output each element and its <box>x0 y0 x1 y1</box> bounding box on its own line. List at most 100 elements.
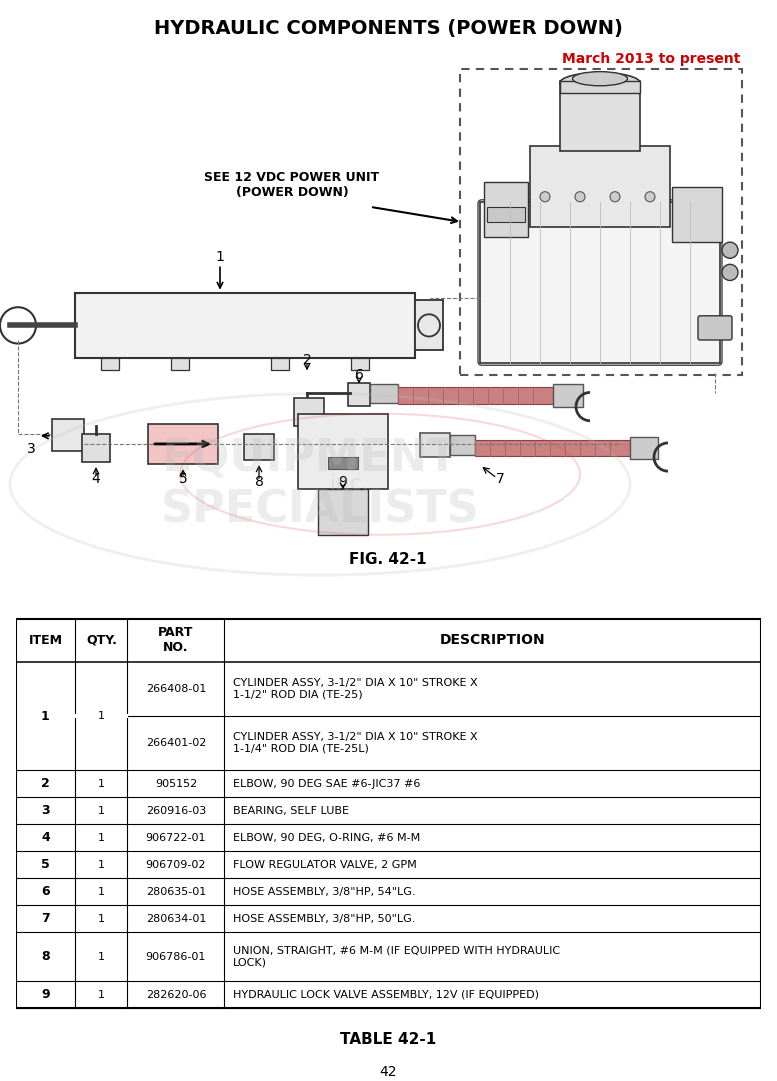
Text: 4: 4 <box>41 831 50 844</box>
Text: 1: 1 <box>98 859 105 870</box>
Bar <box>348 384 370 405</box>
Text: 5: 5 <box>41 858 50 871</box>
Circle shape <box>575 191 585 202</box>
Text: 1: 1 <box>98 805 105 816</box>
Text: SPECIALISTS: SPECIALISTS <box>161 488 479 531</box>
Text: HOSE ASSEMBLY, 3/8"HP, 54"LG.: HOSE ASSEMBLY, 3/8"HP, 54"LG. <box>233 886 416 897</box>
Bar <box>560 81 640 93</box>
Bar <box>475 440 630 456</box>
Bar <box>450 435 475 455</box>
Bar <box>553 385 583 406</box>
Circle shape <box>645 191 655 202</box>
Text: FIG. 42-1: FIG. 42-1 <box>349 552 427 568</box>
Text: QTY.: QTY. <box>86 633 117 648</box>
Bar <box>75 293 415 358</box>
Text: BEARING, SELF LUBE: BEARING, SELF LUBE <box>233 805 350 816</box>
Text: 906722-01: 906722-01 <box>145 832 206 843</box>
Text: HOSE ASSEMBLY, 3/8"HP, 50"LG.: HOSE ASSEMBLY, 3/8"HP, 50"LG. <box>233 913 416 924</box>
Bar <box>487 206 525 222</box>
Text: PART
NO.: PART NO. <box>159 627 193 654</box>
Text: 8: 8 <box>41 950 50 963</box>
FancyBboxPatch shape <box>698 316 732 341</box>
Text: 282620-06: 282620-06 <box>145 989 206 1000</box>
Bar <box>101 358 119 371</box>
Text: 9: 9 <box>41 988 50 1001</box>
Bar <box>82 433 110 462</box>
Text: 3: 3 <box>27 442 36 456</box>
Text: 6: 6 <box>41 885 50 898</box>
Text: ITEM: ITEM <box>29 633 62 648</box>
Text: 1: 1 <box>98 684 105 694</box>
Text: 906709-02: 906709-02 <box>145 859 206 870</box>
Text: 5: 5 <box>179 472 187 486</box>
Text: 4: 4 <box>92 472 100 486</box>
Bar <box>484 182 528 237</box>
Text: DESCRIPTION: DESCRIPTION <box>440 633 545 648</box>
Text: 8: 8 <box>255 476 263 490</box>
Bar <box>294 398 324 426</box>
Text: 260916-03: 260916-03 <box>146 805 206 816</box>
Text: TABLE 42-1: TABLE 42-1 <box>340 1032 437 1047</box>
Text: ELBOW, 90 DEG SAE #6-JIC37 #6: ELBOW, 90 DEG SAE #6-JIC37 #6 <box>233 778 420 789</box>
Text: 1: 1 <box>98 913 105 924</box>
Circle shape <box>722 242 738 258</box>
Bar <box>370 385 398 402</box>
Text: 1: 1 <box>98 989 105 1000</box>
Text: EQUIPMENT: EQUIPMENT <box>162 438 458 481</box>
Text: inc.: inc. <box>330 475 370 494</box>
Text: 1: 1 <box>98 886 105 897</box>
Bar <box>480 202 720 363</box>
Bar <box>420 432 450 457</box>
Bar <box>318 490 368 535</box>
Text: HYDRAULIC COMPONENTS (POWER DOWN): HYDRAULIC COMPONENTS (POWER DOWN) <box>154 18 622 38</box>
Bar <box>530 146 670 227</box>
Text: 1: 1 <box>41 709 50 723</box>
Bar <box>351 358 369 371</box>
Bar <box>630 437 658 459</box>
Bar <box>244 433 274 461</box>
Text: ELBOW, 90 DEG, O-RING, #6 M-M: ELBOW, 90 DEG, O-RING, #6 M-M <box>233 832 420 843</box>
Text: 1: 1 <box>98 778 105 789</box>
Text: UNION, STRAIGHT, #6 M-M (IF EQUIPPED WITH HYDRAULIC
LOCK): UNION, STRAIGHT, #6 M-M (IF EQUIPPED WIT… <box>233 946 560 967</box>
Text: 266408-01: 266408-01 <box>146 684 206 694</box>
Text: 7: 7 <box>41 912 50 925</box>
Text: 266401-02: 266401-02 <box>146 738 206 748</box>
Bar <box>672 187 722 242</box>
Text: 42: 42 <box>380 1065 397 1079</box>
Text: CYLINDER ASSY, 3-1/2" DIA X 10" STROKE X
1-1/2" ROD DIA (TE-25): CYLINDER ASSY, 3-1/2" DIA X 10" STROKE X… <box>233 679 478 699</box>
Bar <box>52 418 84 451</box>
Circle shape <box>610 191 620 202</box>
Bar <box>460 68 742 375</box>
Circle shape <box>540 191 550 202</box>
Text: HYDRAULIC LOCK VALVE ASSEMBLY, 12V (IF EQUIPPED): HYDRAULIC LOCK VALVE ASSEMBLY, 12V (IF E… <box>233 989 539 1000</box>
Bar <box>17 664 74 769</box>
Text: 280634-01: 280634-01 <box>146 913 206 924</box>
Bar <box>171 358 189 371</box>
Text: 6: 6 <box>354 369 364 383</box>
Text: 906786-01: 906786-01 <box>146 951 206 962</box>
Bar <box>148 424 218 464</box>
Text: 7: 7 <box>496 472 504 486</box>
Bar <box>298 414 388 490</box>
Text: 280635-01: 280635-01 <box>146 886 206 897</box>
Text: 9: 9 <box>339 476 347 490</box>
Text: March 2013 to present: March 2013 to present <box>562 52 740 66</box>
Text: 905152: 905152 <box>155 778 197 789</box>
Bar <box>560 81 640 151</box>
Text: 2: 2 <box>302 353 312 368</box>
Bar <box>415 299 443 350</box>
Text: FLOW REGULATOR VALVE, 2 GPM: FLOW REGULATOR VALVE, 2 GPM <box>233 859 417 870</box>
Text: 1: 1 <box>41 682 50 696</box>
Bar <box>271 358 289 371</box>
Text: 1: 1 <box>98 832 105 843</box>
Circle shape <box>722 265 738 280</box>
Text: CYLINDER ASSY, 3-1/2" DIA X 10" STROKE X
1-1/4" ROD DIA (TE-25L): CYLINDER ASSY, 3-1/2" DIA X 10" STROKE X… <box>233 733 478 753</box>
Text: 1: 1 <box>98 951 105 962</box>
Text: 1: 1 <box>215 251 225 264</box>
Text: 2: 2 <box>41 777 50 790</box>
Text: 3: 3 <box>41 804 50 817</box>
Bar <box>328 457 358 469</box>
Ellipse shape <box>560 72 640 93</box>
Text: SEE 12 VDC POWER UNIT
(POWER DOWN): SEE 12 VDC POWER UNIT (POWER DOWN) <box>204 171 379 199</box>
Ellipse shape <box>573 71 628 85</box>
